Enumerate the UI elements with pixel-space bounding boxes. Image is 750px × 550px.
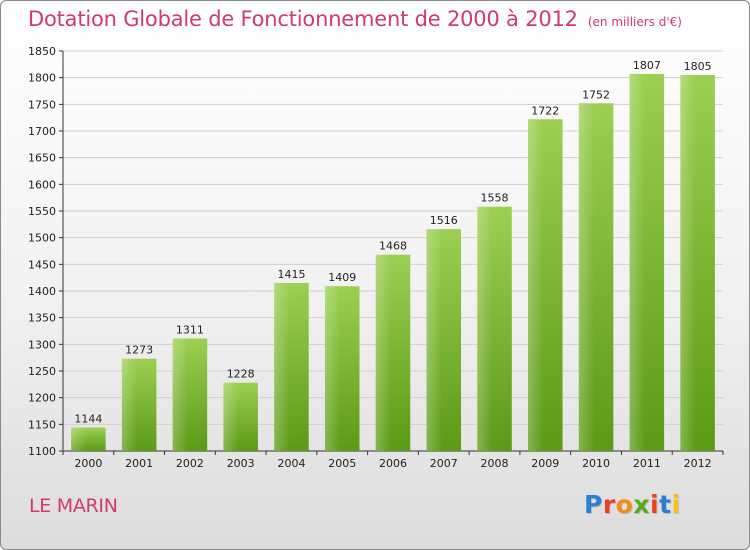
bar-highlight — [324, 286, 341, 451]
logo-letter: i — [671, 490, 681, 519]
bar-highlight — [274, 283, 290, 451]
axes: 1100 1150 1200 1250 1300 1350 1400 1450 1500 1550… — [28, 45, 724, 470]
data-label: 1273 — [125, 344, 153, 357]
chart-subtitle: (en milliers d'€) — [587, 15, 682, 29]
chart-title: Dotation Globale de Fonctionnement de 20… — [28, 7, 578, 31]
y-tick-label: 1550 — [28, 205, 56, 218]
bar-highlight — [426, 229, 443, 451]
y-tick-label: 1650 — [28, 152, 56, 165]
y-tick-label: 1250 — [28, 365, 56, 378]
data-label: 1516 — [430, 214, 458, 227]
data-label: 1805 — [684, 60, 712, 73]
y-tick-label: 1700 — [28, 125, 56, 138]
y-tick-label: 1100 — [28, 445, 56, 458]
data-label: 1415 — [277, 268, 305, 281]
data-label: 1228 — [227, 368, 255, 381]
y-tick-label: 1750 — [28, 98, 56, 111]
bar-highlight — [578, 103, 595, 452]
x-tick-label: 2004 — [277, 457, 305, 470]
bar-highlight — [629, 73, 646, 451]
logo-letter: r — [602, 490, 616, 519]
data-label: 1409 — [328, 271, 356, 284]
bar-highlight — [375, 254, 392, 451]
data-label: 1468 — [379, 240, 407, 253]
y-tick-label: 1450 — [28, 258, 56, 271]
y-tick-label: 1350 — [28, 312, 56, 325]
x-tick-label: 2000 — [74, 457, 102, 470]
bar-highlight — [223, 382, 239, 451]
y-tick-label: 1300 — [28, 338, 56, 351]
bar-highlight — [477, 206, 493, 451]
chart-header: Dotation Globale de Fonctionnement de 20… — [28, 7, 682, 31]
x-tick-label: 2011 — [633, 457, 661, 470]
y-tick-label: 1200 — [28, 392, 56, 405]
data-label: 1144 — [74, 413, 102, 426]
data-label: 1807 — [633, 59, 661, 72]
bar-highlight — [680, 75, 696, 451]
logo-letter: t — [659, 490, 672, 519]
bar-highlight — [528, 119, 544, 452]
bar-highlight — [71, 427, 87, 451]
y-tick-label: 1800 — [28, 72, 56, 85]
bar-highlight — [172, 338, 189, 451]
x-tick-label: 2005 — [328, 457, 356, 470]
data-label: 1558 — [481, 192, 509, 205]
x-tick-label: 2010 — [582, 457, 610, 470]
x-tick-label: 2001 — [125, 457, 153, 470]
y-tick-label: 1850 — [28, 45, 56, 58]
y-tick-label: 1500 — [28, 232, 56, 245]
x-tick-label: 2008 — [481, 457, 509, 470]
data-label: 1311 — [176, 323, 204, 336]
data-label: 1752 — [582, 88, 610, 101]
y-tick-label: 1600 — [28, 178, 56, 191]
x-tick-label: 2002 — [176, 457, 204, 470]
proxiti-logo: Proxiti — [584, 490, 681, 519]
data-labels: 1144 1273 1311 1228 1415 1409 1468 1516 1558 1722… — [74, 59, 711, 426]
place-name: LE MARIN — [29, 495, 118, 517]
x-tick-label: 2009 — [531, 457, 559, 470]
x-tick-label: 2006 — [379, 457, 407, 470]
logo-letter: P — [584, 490, 603, 519]
y-tick-label: 1150 — [28, 418, 56, 431]
bars — [71, 73, 715, 452]
x-tick-label: 2003 — [227, 457, 255, 470]
logo-letter: x — [633, 490, 650, 519]
logo-letter: i — [650, 490, 660, 519]
data-label: 1722 — [531, 104, 559, 117]
y-tick-label: 1400 — [28, 285, 56, 298]
x-tick-label: 2012 — [684, 457, 712, 470]
x-tick-label: 2007 — [430, 457, 458, 470]
bar-highlight — [121, 358, 138, 451]
logo-letter: o — [615, 490, 634, 519]
